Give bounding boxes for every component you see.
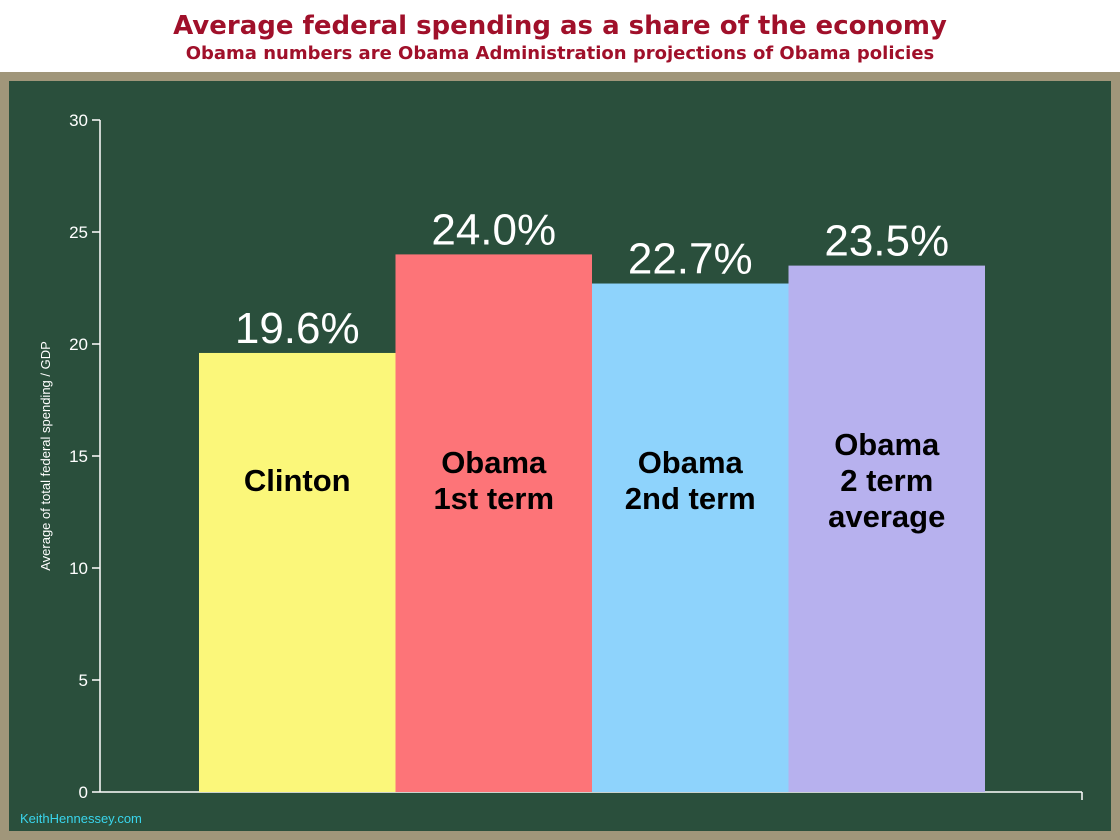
category-label: Obama 1st term — [433, 445, 554, 516]
data-label: 24.0% — [431, 205, 556, 254]
category-label: Obama 2nd term — [625, 445, 756, 516]
y-tick-label: 0 — [79, 783, 88, 802]
watermark: KeithHennessey.com — [20, 811, 142, 826]
category-label: Obama 2 term average — [828, 427, 945, 534]
data-label: 23.5% — [824, 217, 949, 266]
bar — [788, 265, 985, 793]
y-tick-label: 10 — [69, 559, 88, 578]
y-tick-label: 25 — [69, 223, 88, 242]
chart-title: Average federal spending as a share of t… — [173, 11, 947, 41]
y-tick-label: 30 — [69, 111, 88, 130]
bar — [199, 352, 396, 792]
data-label: 19.6% — [235, 304, 360, 353]
category-label: Clinton — [244, 463, 351, 498]
y-axis-label: Average of total federal spending / GDP — [38, 341, 53, 571]
y-tick-label: 15 — [69, 447, 88, 466]
y-tick-label: 20 — [69, 335, 88, 354]
data-label: 22.7% — [628, 235, 753, 284]
chart-subtitle: Obama numbers are Obama Administration p… — [185, 43, 935, 64]
bar — [395, 254, 592, 792]
y-tick-label: 5 — [79, 671, 88, 690]
bar — [592, 283, 789, 792]
